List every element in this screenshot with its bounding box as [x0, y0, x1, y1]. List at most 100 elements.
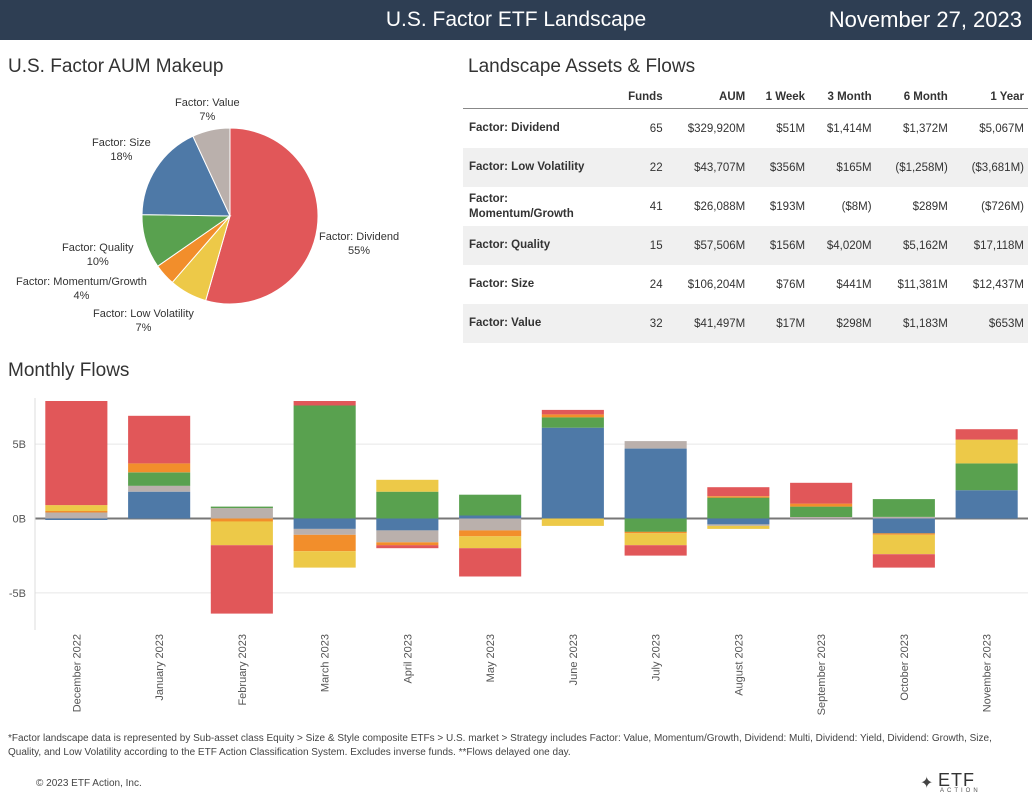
- table-cell: $193M: [769, 200, 806, 213]
- bar-segment-dividend: [955, 429, 1018, 440]
- bar-segment-size: [128, 491, 191, 519]
- table-cell: $11,381M: [897, 278, 948, 291]
- table-cell: $1,372M: [903, 122, 948, 135]
- bar-segment-quality: [624, 518, 687, 532]
- table-header-cell: 1 Year: [951, 86, 1028, 109]
- x-tick-label-line: July 2023: [651, 634, 663, 681]
- table-cell: $165M: [809, 148, 876, 187]
- x-tick-label: November 2023: [982, 634, 994, 712]
- header-bar: U.S. Factor ETF Landscape November 27, 2…: [0, 0, 1032, 40]
- table-cell: Factor: Value: [463, 304, 613, 343]
- table-cell: $12,437M: [972, 278, 1024, 291]
- bar-segment-momentum-growth: [707, 496, 770, 498]
- pie-slice-size: [141, 135, 231, 217]
- bar-segment-quality: [541, 417, 604, 428]
- table-row: Factor: Momentum/Growth 41 $26,088M $193…: [463, 187, 1028, 226]
- pie-title: U.S. Factor AUM Makeup: [8, 56, 224, 77]
- table-cell: Factor: Quality: [463, 226, 613, 265]
- bar-segment-quality: [955, 463, 1018, 491]
- bar-segment-value: [210, 508, 273, 519]
- bar-segment-value: [872, 517, 935, 519]
- x-tick-label: April 2023: [402, 634, 414, 684]
- x-tick-label-line: September 2023: [816, 634, 828, 715]
- x-tick-label: January 2023: [154, 634, 166, 701]
- x-tick-label-line: August 2023: [733, 634, 745, 696]
- table-header-cell: 6 Month: [875, 86, 952, 109]
- bar-segment-value: [459, 518, 522, 531]
- bar-segment-value: [128, 485, 191, 492]
- table-cell: $5,162M: [875, 226, 952, 265]
- table-cell: $653M: [951, 304, 1028, 343]
- x-tick-label-line: November 2023: [982, 634, 994, 712]
- bar-segment-momentum-growth: [128, 463, 191, 473]
- table-cell: $441M: [836, 278, 872, 291]
- bar-segment-size: [293, 518, 356, 529]
- table-title: Landscape Assets & Flows: [468, 56, 696, 77]
- y-tick-label: 0B: [13, 513, 26, 525]
- table-header-cell: 3 Month: [809, 86, 876, 109]
- bar-segment-low-volatility: [45, 505, 108, 511]
- x-tick-label: October 2023: [899, 634, 911, 701]
- y-tick-label: 5B: [13, 439, 26, 451]
- bar-segment-dividend: [624, 545, 687, 556]
- aum-pie-chart: [141, 127, 319, 305]
- bar-segment-momentum-growth: [624, 531, 687, 534]
- pie-label-dividend: Factor: Dividend 55%: [319, 231, 400, 257]
- bar-segment-value: [376, 530, 439, 543]
- table-cell: $1,414M: [826, 122, 872, 135]
- bar-segment-low-volatility: [459, 536, 522, 549]
- table-row: Factor: Quality 15 $57,506M $156M $4,020…: [463, 226, 1028, 265]
- table-cell: 22: [613, 148, 667, 187]
- table-header-row: Funds AUM 1 Week 3 Month 6 Month 1 Year: [463, 86, 1028, 109]
- etf-action-logo-icon: ✦: [920, 775, 934, 792]
- x-tick-label: July 2023: [651, 634, 663, 681]
- copyright: © 2023 ETF Action, Inc.: [36, 778, 142, 789]
- table-cell: ($8M): [841, 200, 872, 213]
- bar-segment-size: [376, 518, 439, 531]
- bar-segment-quality: [872, 499, 935, 517]
- x-tick-label-line: June 2023: [568, 634, 580, 685]
- table-cell: 41: [649, 200, 663, 213]
- logo-subtext: ACTION: [940, 788, 981, 794]
- table-cell: $1,183M: [875, 304, 952, 343]
- bar-segment-dividend: [210, 545, 273, 614]
- bar-segment-size: [541, 427, 604, 519]
- table-cell: $356M: [749, 148, 810, 187]
- bar-segment-low-volatility: [707, 525, 770, 529]
- x-tick-label: August 2023: [733, 634, 745, 696]
- table-cell: 15: [613, 226, 667, 265]
- bar-segment-dividend: [459, 548, 522, 577]
- dashboard-date: November 27, 2023: [828, 7, 1022, 32]
- x-tick-label: May 2023: [485, 634, 497, 682]
- x-tick-label-line: December 2022: [71, 634, 83, 712]
- x-tick-label-line: February 2023: [237, 634, 249, 706]
- table-header-cell: 1 Week: [749, 86, 810, 109]
- bar-segment-quality: [376, 491, 439, 519]
- logo-text: ETF: [938, 770, 975, 790]
- table-header-cell: AUM: [666, 86, 750, 109]
- bar-segment-quality: [128, 472, 191, 486]
- bar-segment-value: [293, 528, 356, 535]
- bar-segment-value: [790, 517, 853, 519]
- table-cell: $17,118M: [951, 226, 1028, 265]
- bar-segment-dividend: [45, 401, 108, 506]
- bar-segment-value: [624, 441, 687, 449]
- bar-segment-low-volatility: [376, 479, 439, 492]
- table-cell: 24: [649, 278, 663, 291]
- bar-segment-size: [872, 518, 935, 534]
- table-cell: 32: [613, 304, 667, 343]
- bar-segment-quality: [293, 405, 356, 519]
- monthly-flows-title: Monthly Flows: [8, 360, 130, 381]
- table-cell: $51M: [776, 122, 806, 135]
- bar-segment-size: [624, 448, 687, 519]
- bar-segment-quality: [707, 497, 770, 519]
- y-tick-label: -5B: [9, 588, 26, 600]
- table-row: Factor: Dividend 65 $329,920M $51M $1,41…: [463, 109, 1028, 149]
- table-cell: ($3,681M): [951, 148, 1028, 187]
- bar-segment-dividend: [293, 401, 356, 406]
- table-cell: $5,067M: [979, 122, 1024, 135]
- x-tick-label: March 2023: [320, 634, 332, 692]
- bar-segment-momentum-growth: [541, 414, 604, 418]
- table-cell: 65: [649, 122, 663, 135]
- bar-segment-dividend: [872, 554, 935, 568]
